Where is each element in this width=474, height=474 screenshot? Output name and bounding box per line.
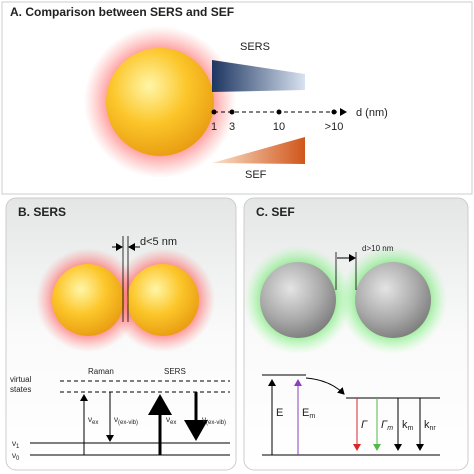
tick-label: 3 [229,121,235,133]
sphere [52,264,124,336]
transition-label: Γm [381,419,393,432]
sef-label: SEF [245,169,267,181]
sers-label: SERS [240,41,270,53]
panel-a: A. Comparison between SERS and SEF SERS … [1,1,473,195]
panel-c: C. SEF d>10 nm E Em Γ Γm km knr [243,197,469,471]
sphere [260,262,336,338]
transition-label: Em [302,407,315,420]
sphere [106,48,214,156]
axis-label: d (nm) [356,107,388,119]
sphere [127,264,199,336]
tick-label: 1 [211,121,217,133]
level-label: virtual [10,375,32,384]
panel-title: B. SERS [18,205,66,219]
transition-label: νex [88,415,98,426]
transition-label: ν(ex-vib) [202,415,226,426]
level-label: states [10,385,31,394]
sphere [355,262,431,338]
panel-title: C. SEF [256,205,295,219]
tick-dot [229,109,235,115]
tick-dot [211,109,217,115]
transition-label: knr [424,419,436,432]
gap-label: d>10 nm [362,244,394,253]
tick-dot [331,109,337,115]
column-label: Raman [88,367,114,376]
relaxation-arrow [305,377,345,395]
transition-label: Γ [361,419,368,431]
gap-label: d<5 nm [140,236,177,248]
level-label: ν1 [12,439,20,450]
panel-b: B. SERS d<5 nm Raman SERS virtual states… [5,197,237,471]
level-label: ν0 [12,451,20,462]
transition-label: km [402,419,414,432]
transition-label: ν(ex-vib) [114,415,138,426]
panel-frame [1,1,473,195]
transition-label: νex [166,415,176,426]
sef-wedge [212,137,305,164]
sers-wedge [212,60,305,92]
tick-label: 10 [273,121,285,133]
tick-dot [276,109,282,115]
tick-label: >10 [325,121,344,133]
column-label: SERS [164,367,186,376]
transition-label: E [276,407,283,419]
panel-title: A. Comparison between SERS and SEF [10,5,234,19]
